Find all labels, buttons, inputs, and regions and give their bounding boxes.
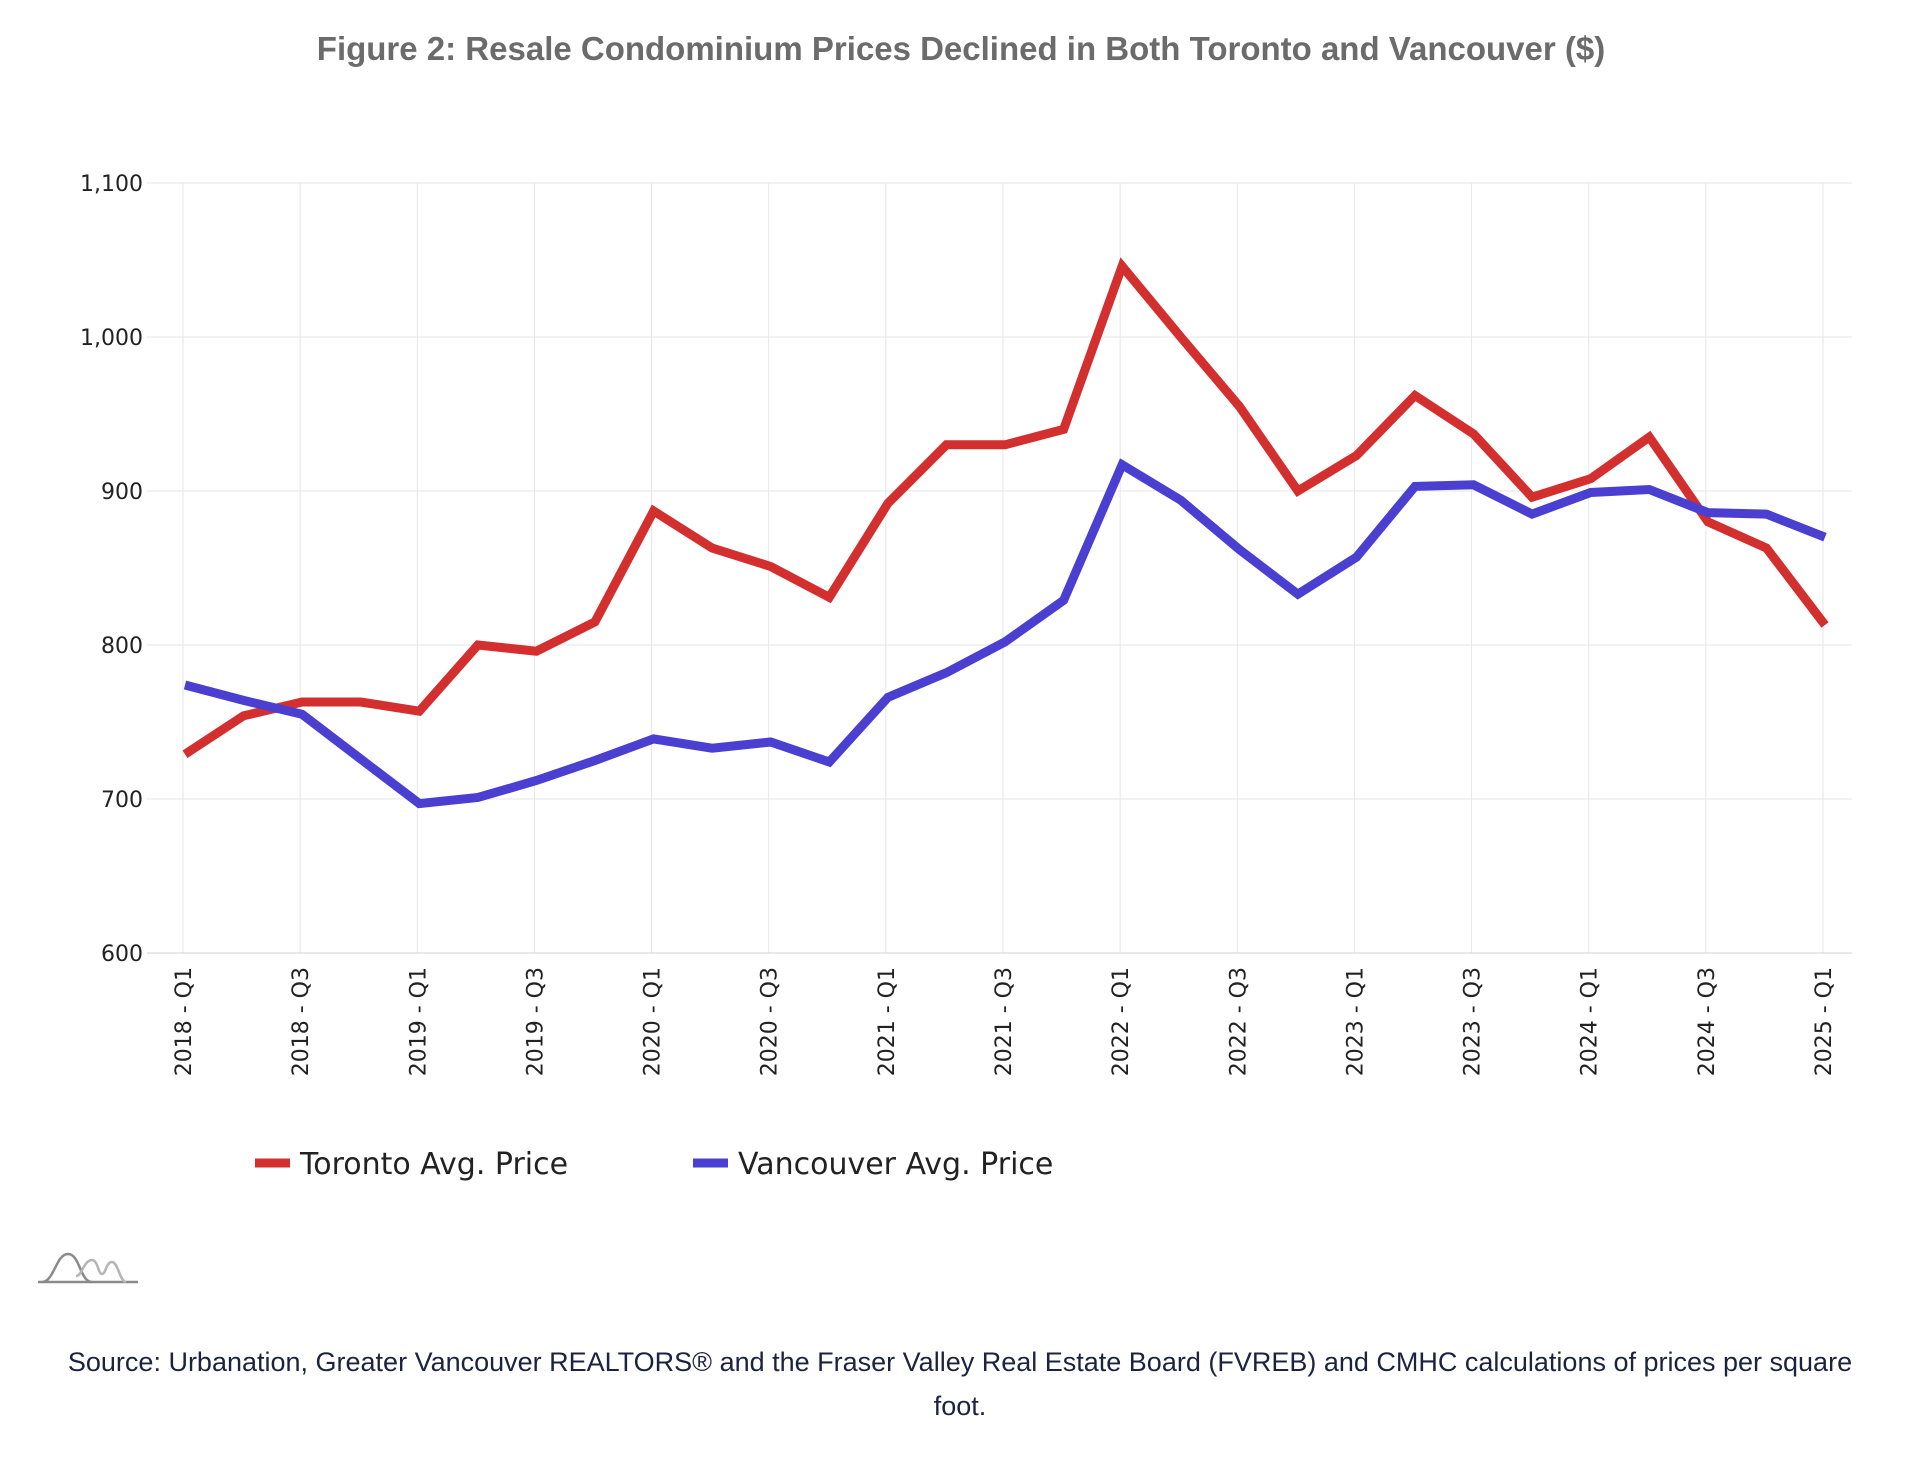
y-tick-label: 900 xyxy=(101,480,143,505)
x-tick-label: 2024 - Q1 xyxy=(1578,967,1603,1076)
y-tick-label: 700 xyxy=(101,788,143,813)
x-tick-label: 2022 - Q3 xyxy=(1226,967,1251,1076)
brand-logo-icon xyxy=(38,1252,138,1284)
vancouver-price-line xyxy=(183,458,1827,809)
x-tick-label: 2023 - Q1 xyxy=(1343,967,1368,1076)
y-tick-label: 1,000 xyxy=(80,326,143,351)
y-tick-label: 1,100 xyxy=(80,172,143,197)
y-axis-ticks: 600 700 800 900 1,000 1,100 xyxy=(80,172,143,967)
x-tick-label: 2018 - Q3 xyxy=(289,967,314,1076)
toronto-price-line xyxy=(182,257,1829,759)
y-tick-label: 800 xyxy=(101,634,143,659)
legend: Toronto Avg. Price Vancouver Avg. Price xyxy=(255,1147,1053,1182)
x-tick-label: 2018 - Q1 xyxy=(172,967,197,1076)
legend-label-vancouver: Vancouver Avg. Price xyxy=(738,1147,1053,1182)
x-tick-label: 2025 - Q1 xyxy=(1812,967,1837,1076)
legend-label-toronto: Toronto Avg. Price xyxy=(299,1147,568,1182)
source-note: Source: Urbanation, Greater Vancouver RE… xyxy=(67,1347,1853,1421)
grid-lines xyxy=(147,182,1852,954)
x-axis-ticks: 2018 - Q1 2018 - Q3 2019 - Q1 2019 - Q3 2020… xyxy=(172,967,1837,1076)
x-tick-label: 2021 - Q1 xyxy=(875,967,900,1076)
x-tick-label: 2019 - Q1 xyxy=(406,967,431,1076)
x-tick-label: 2020 - Q1 xyxy=(641,967,666,1076)
x-tick-label: 2023 - Q3 xyxy=(1461,967,1486,1076)
x-tick-label: 2022 - Q1 xyxy=(1109,967,1134,1076)
chart-title: Figure 2: Resale Condominium Prices Decl… xyxy=(316,30,1606,67)
x-tick-label: 2019 - Q3 xyxy=(523,967,548,1076)
x-tick-label: 2024 - Q3 xyxy=(1695,967,1720,1076)
series-lines xyxy=(182,257,1829,809)
x-tick-label: 2020 - Q3 xyxy=(758,967,783,1076)
x-tick-label: 2021 - Q3 xyxy=(992,967,1017,1076)
y-tick-label: 600 xyxy=(101,942,143,967)
